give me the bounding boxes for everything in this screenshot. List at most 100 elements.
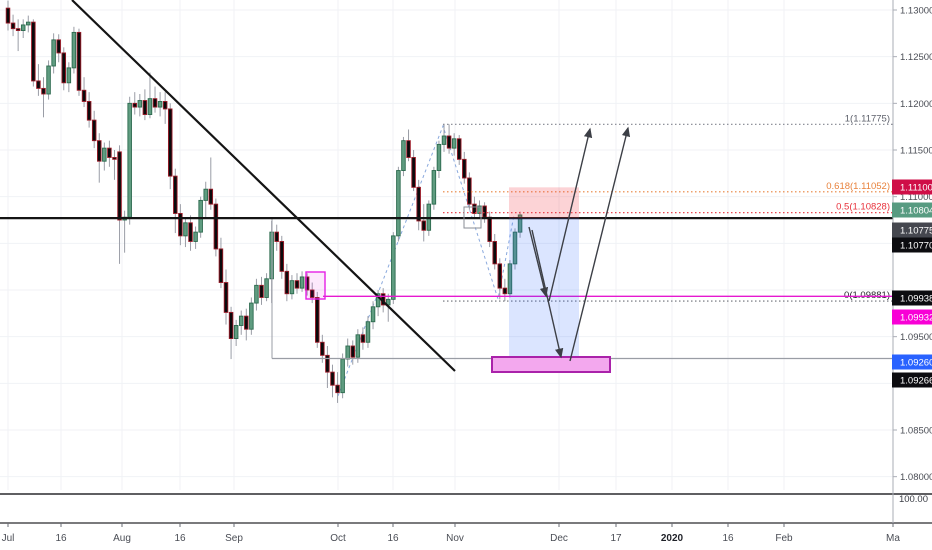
- candle-body: [46, 65, 51, 95]
- candle-body: [203, 188, 208, 201]
- time-tick-label: Aug: [113, 533, 131, 544]
- indicator-scale-label: 100.00: [898, 494, 928, 505]
- candle-body: [81, 89, 87, 102]
- candle-body: [5, 7, 11, 24]
- candle-body: [127, 102, 132, 218]
- time-tick-label: 2020: [661, 533, 684, 544]
- candle-body: [441, 135, 447, 145]
- price-badge: [892, 290, 932, 306]
- gray-outline-box[interactable]: [463, 206, 482, 229]
- zigzag-indicator[interactable]: [337, 124, 515, 397]
- down-arrow[interactable]: [528, 226, 549, 298]
- candle-body: [335, 384, 340, 394]
- candle-body: [401, 140, 406, 171]
- candle-body: [132, 102, 137, 108]
- candle-body: [223, 282, 229, 313]
- candle-body: [26, 21, 31, 26]
- up-arrow[interactable]: [569, 126, 631, 362]
- time-tick-label: 16: [55, 533, 67, 544]
- candle-body: [193, 231, 198, 242]
- chart-drawings[interactable]: 1(1.11775) 0.618(1.11052) 0.5(1.10828) 0(1.…: [0, 0, 893, 373]
- candle-body: [208, 188, 214, 205]
- price-tick-label: 1.12500: [900, 52, 932, 63]
- candle-body: [279, 241, 285, 272]
- candle-body: [365, 321, 371, 343]
- candle-body: [10, 22, 16, 30]
- candle-body: [289, 280, 295, 295]
- up-arrow[interactable]: [548, 127, 593, 302]
- candle-body: [330, 371, 335, 386]
- price-tick-label: 1.08500: [900, 425, 932, 436]
- candle-body: [309, 289, 315, 298]
- candle-body: [472, 203, 477, 214]
- candle-body: [71, 31, 77, 69]
- time-tick-label: 16: [174, 533, 186, 544]
- candle-body: [411, 157, 416, 188]
- candle-body: [350, 345, 356, 358]
- price-tick-label: 1.11000: [900, 192, 932, 203]
- pink-target-box[interactable]: [491, 356, 611, 373]
- candle-body: [178, 213, 183, 237]
- price-badge-label: 1.10770: [900, 241, 932, 252]
- candle-body: [451, 138, 457, 149]
- candle-body: [147, 98, 153, 115]
- candle-body: [218, 248, 224, 283]
- price-badge: [892, 309, 932, 325]
- price-tick-label: 1.13000: [900, 6, 932, 17]
- candle-body: [482, 205, 487, 218]
- candle-body: [188, 222, 193, 242]
- candle-body: [512, 231, 518, 265]
- time-tick-label: Oct: [330, 533, 346, 544]
- price-badge: [892, 237, 932, 253]
- price-badge: [892, 202, 932, 218]
- candle-body: [264, 278, 269, 298]
- candle-body: [360, 334, 366, 343]
- magenta-outline-box[interactable]: [305, 271, 326, 300]
- price-tick-label: 1.09500: [900, 332, 932, 343]
- candle-body: [167, 108, 173, 177]
- price-badge: [892, 222, 932, 238]
- risk-zone-box[interactable]: [509, 187, 579, 219]
- candle-body: [66, 67, 72, 84]
- candle-body: [61, 52, 67, 84]
- price-badge: [892, 354, 932, 370]
- candle-body: [20, 24, 26, 31]
- candle-body: [507, 263, 513, 295]
- candle-body: [294, 280, 300, 289]
- candle-body: [345, 345, 350, 360]
- candlestick-series: [5, 0, 523, 403]
- candle-body: [467, 177, 472, 205]
- candle-body: [274, 231, 279, 242]
- candle-body: [284, 270, 290, 295]
- candle-body: [152, 98, 158, 108]
- candle-body: [142, 100, 148, 115]
- candle-body: [421, 220, 426, 231]
- candle-body: [244, 315, 249, 330]
- time-tick-label: Feb: [775, 533, 793, 544]
- candle-body: [502, 287, 508, 295]
- candle-body: [391, 235, 396, 300]
- price-badge-label: 1.09266: [900, 376, 932, 387]
- candle-body: [173, 175, 178, 214]
- candle-body: [137, 100, 143, 108]
- candle-body: [497, 263, 503, 289]
- time-tick-label: 16: [387, 533, 399, 544]
- candle-body: [375, 293, 381, 308]
- candle-body: [487, 216, 492, 242]
- candle-body: [446, 135, 452, 149]
- downtrend-line[interactable]: [71, 0, 456, 372]
- price-tick-label: 1.12000: [900, 99, 932, 110]
- candle-body: [416, 186, 421, 222]
- down-arrow[interactable]: [531, 229, 564, 359]
- price-tick-label: 1.11500: [900, 145, 932, 156]
- price-badge: [892, 179, 932, 195]
- price-badge-label: 1.09260: [900, 358, 932, 369]
- candle-body: [325, 354, 330, 373]
- candle-body: [213, 203, 219, 250]
- candle-body: [370, 306, 376, 323]
- candle-body: [56, 39, 61, 54]
- candle-body: [492, 241, 497, 265]
- zigzag-line[interactable]: [337, 124, 515, 397]
